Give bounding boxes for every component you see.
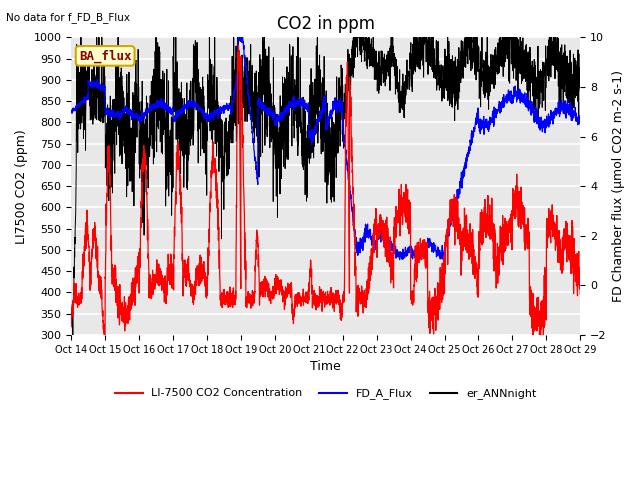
Text: BA_flux: BA_flux xyxy=(79,49,131,62)
Title: CO2 in ppm: CO2 in ppm xyxy=(276,15,375,33)
Text: No data for f_FD_B_Flux: No data for f_FD_B_Flux xyxy=(6,12,131,23)
Y-axis label: FD Chamber flux (μmol CO2 m-2 s-1): FD Chamber flux (μmol CO2 m-2 s-1) xyxy=(612,70,625,302)
Legend: LI-7500 CO2 Concentration, FD_A_Flux, er_ANNnight: LI-7500 CO2 Concentration, FD_A_Flux, er… xyxy=(110,384,541,404)
Y-axis label: LI7500 CO2 (ppm): LI7500 CO2 (ppm) xyxy=(15,129,28,243)
X-axis label: Time: Time xyxy=(310,360,341,373)
